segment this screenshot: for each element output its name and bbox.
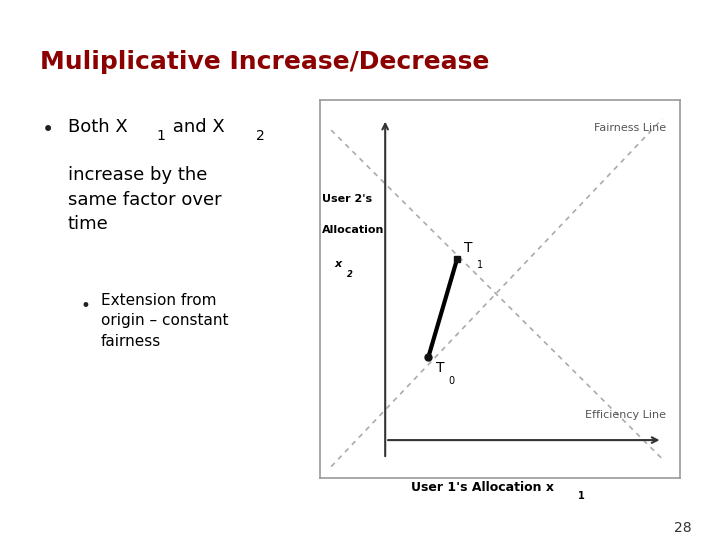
Text: 2: 2 <box>347 270 354 279</box>
Text: 1: 1 <box>578 491 585 501</box>
Text: T: T <box>436 361 444 375</box>
Text: User 1's Allocation x: User 1's Allocation x <box>411 481 554 494</box>
Text: 2: 2 <box>256 129 264 143</box>
Text: 28: 28 <box>674 521 691 535</box>
Text: T: T <box>464 241 473 255</box>
Text: Both X: Both X <box>68 118 127 136</box>
Text: •: • <box>42 120 55 140</box>
Text: Efficiency Line: Efficiency Line <box>585 410 666 420</box>
Text: User 2's: User 2's <box>323 194 372 205</box>
Text: Muliplicative Increase/Decrease: Muliplicative Increase/Decrease <box>40 50 490 74</box>
Text: increase by the
same factor over
time: increase by the same factor over time <box>68 166 222 233</box>
Text: Fairness Line: Fairness Line <box>594 123 666 133</box>
Text: •: • <box>81 297 91 315</box>
Text: Allocation: Allocation <box>323 225 384 235</box>
Text: Extension from
origin – constant
fairness: Extension from origin – constant fairnes… <box>101 293 228 349</box>
Text: x: x <box>335 259 342 269</box>
Text: 0: 0 <box>448 376 454 386</box>
Text: 1: 1 <box>477 260 483 270</box>
Text: and X: and X <box>168 118 225 136</box>
Text: 1: 1 <box>156 129 165 143</box>
